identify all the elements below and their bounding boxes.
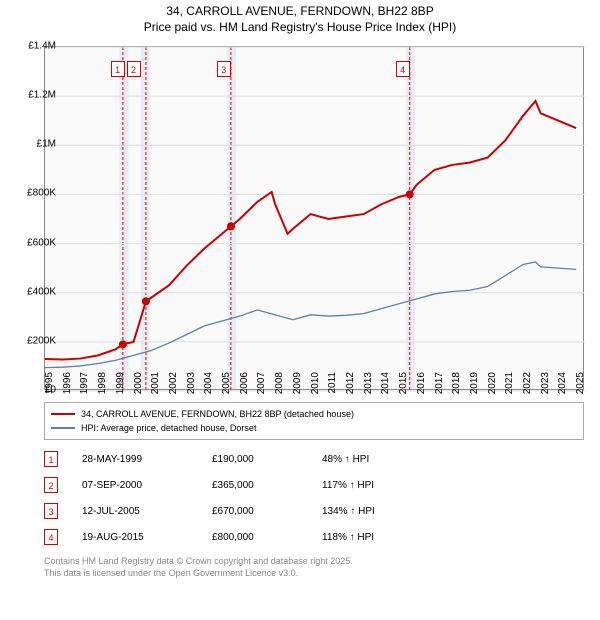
y-axis-label: £1.4M — [16, 41, 56, 52]
x-axis-label: 2015 — [398, 372, 409, 412]
x-axis-label: 2005 — [221, 372, 232, 412]
chart-marker-1: 1 — [111, 61, 125, 77]
x-axis-label: 2022 — [522, 372, 533, 412]
sales-table: 1 28-MAY-1999 £190,000 48% ↑ HPI2 07-SEP… — [44, 446, 584, 550]
x-axis-label: 1997 — [79, 372, 90, 412]
sales-marker: 2 — [44, 477, 58, 493]
chart-marker-2: 2 — [127, 61, 141, 77]
x-axis-label: 2016 — [416, 372, 427, 412]
x-axis-label: 2009 — [292, 372, 303, 412]
legend-row-b: HPI: Average price, detached house, Dors… — [51, 421, 577, 435]
chart-svg — [45, 47, 583, 389]
sales-pct: 118% ↑ HPI — [322, 532, 442, 543]
y-axis-label: £800K — [16, 188, 56, 199]
x-axis-label: 2010 — [310, 372, 321, 412]
x-axis-label: 2019 — [469, 372, 480, 412]
footnote: Contains HM Land Registry data © Crown c… — [44, 556, 584, 579]
footnote-line2: This data is licensed under the Open Gov… — [44, 568, 584, 580]
x-axis-label: 2001 — [150, 372, 161, 412]
sales-marker: 3 — [44, 503, 58, 519]
legend-swatch-b — [51, 427, 75, 429]
x-axis-label: 2021 — [504, 372, 515, 412]
x-axis-label: 1999 — [115, 372, 126, 412]
x-axis-label: 2002 — [168, 372, 179, 412]
sales-price: £365,000 — [212, 480, 322, 491]
chart-title: 34, CARROLL AVENUE, FERNDOWN, BH22 8BP P… — [0, 0, 600, 35]
legend-label-b: HPI: Average price, detached house, Dors… — [81, 423, 256, 433]
sales-date: 07-SEP-2000 — [82, 480, 212, 491]
sales-pct: 48% ↑ HPI — [322, 454, 442, 465]
sales-row: 2 07-SEP-2000 £365,000 117% ↑ HPI — [44, 472, 584, 498]
legend-swatch-a — [51, 413, 75, 415]
sales-pct: 117% ↑ HPI — [322, 480, 442, 491]
sales-price: £190,000 — [212, 454, 322, 465]
sales-row: 4 19-AUG-2015 £800,000 118% ↑ HPI — [44, 524, 584, 550]
x-axis-label: 2024 — [557, 372, 568, 412]
sales-date: 28-MAY-1999 — [82, 454, 212, 465]
chart-container: 34, CARROLL AVENUE, FERNDOWN, BH22 8BP P… — [0, 0, 600, 620]
sales-pct: 134% ↑ HPI — [322, 506, 442, 517]
y-axis-label: £1M — [16, 139, 56, 150]
title-line2: Price paid vs. HM Land Registry's House … — [0, 20, 600, 36]
y-axis-label: £400K — [16, 286, 56, 297]
x-axis-label: 2003 — [186, 372, 197, 412]
y-axis-label: £1.2M — [16, 90, 56, 101]
x-axis-label: 1995 — [44, 372, 55, 412]
x-axis-label: 2000 — [133, 372, 144, 412]
x-axis-label: 2008 — [274, 372, 285, 412]
x-axis-label: 2004 — [203, 372, 214, 412]
x-axis-label: 2023 — [540, 372, 551, 412]
sales-row: 3 12-JUL-2005 £670,000 134% ↑ HPI — [44, 498, 584, 524]
x-axis-label: 2017 — [434, 372, 445, 412]
x-axis-label: 2025 — [575, 372, 586, 412]
chart-marker-4: 4 — [396, 61, 410, 77]
sales-row: 1 28-MAY-1999 £190,000 48% ↑ HPI — [44, 446, 584, 472]
sales-date: 12-JUL-2005 — [82, 506, 212, 517]
x-axis-label: 2013 — [363, 372, 374, 412]
x-axis-label: 2014 — [380, 372, 391, 412]
chart-plot-area: 12 3 4 — [44, 46, 584, 390]
x-axis-label: 2020 — [487, 372, 498, 412]
title-line1: 34, CARROLL AVENUE, FERNDOWN, BH22 8BP — [0, 4, 600, 20]
sales-price: £670,000 — [212, 506, 322, 517]
sales-date: 19-AUG-2015 — [82, 532, 212, 543]
x-axis-label: 2011 — [327, 372, 338, 412]
x-axis-label: 1996 — [62, 372, 73, 412]
y-axis-label: £600K — [16, 237, 56, 248]
chart-marker-3: 3 — [217, 61, 231, 77]
x-axis-label: 2012 — [345, 372, 356, 412]
sales-price: £800,000 — [212, 532, 322, 543]
footnote-line1: Contains HM Land Registry data © Crown c… — [44, 556, 584, 568]
x-axis-label: 1998 — [97, 372, 108, 412]
x-axis-label: 2006 — [239, 372, 250, 412]
sales-marker: 1 — [44, 451, 58, 467]
x-axis-label: 2018 — [451, 372, 462, 412]
sales-marker: 4 — [44, 529, 58, 545]
y-axis-label: £200K — [16, 335, 56, 346]
x-axis-label: 2007 — [256, 372, 267, 412]
